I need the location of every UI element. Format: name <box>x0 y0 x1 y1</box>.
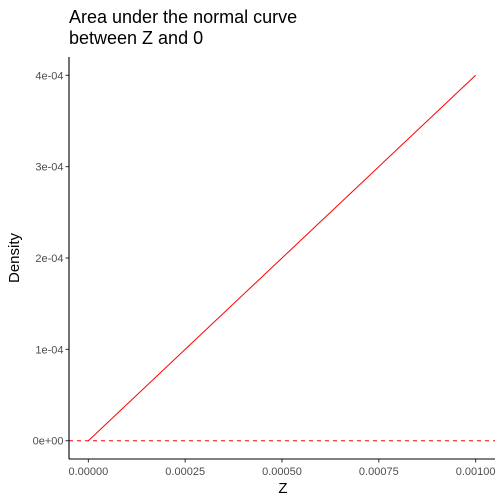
x-tick-label: 0.00025 <box>165 466 205 478</box>
series-line <box>88 74 476 442</box>
y-tick-label: 3e-04 <box>35 162 63 174</box>
plot-marks <box>69 74 495 442</box>
y-axis-ticks: 0e+00 1e-04 2e-04 3e-04 4e-04 <box>33 70 69 448</box>
x-tick-label: 0.00050 <box>262 466 302 478</box>
y-tick-label: 0e+00 <box>33 436 64 448</box>
x-tick-label: 0.00075 <box>359 466 399 478</box>
x-axis-title: Z <box>278 480 287 497</box>
x-axis-ticks: 0.00000 0.00025 0.00050 0.00075 0.00100 <box>68 459 496 478</box>
x-tick-label: 0.00000 <box>68 466 108 478</box>
y-axis-title: Density <box>6 232 23 283</box>
chart-title-line-1: Area under the normal curve <box>69 7 297 27</box>
y-tick-label: 4e-04 <box>35 70 63 82</box>
x-tick-label: 0.00100 <box>456 466 496 478</box>
y-tick-label: 2e-04 <box>35 253 63 265</box>
chart-title-line-2: between Z and 0 <box>69 28 203 48</box>
y-tick-label: 1e-04 <box>35 344 63 356</box>
